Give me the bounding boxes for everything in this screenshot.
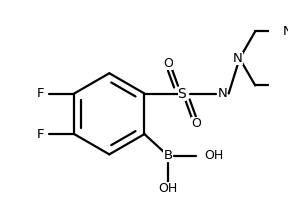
Text: B: B <box>163 149 173 162</box>
Text: O: O <box>163 57 173 70</box>
Text: N: N <box>233 52 243 65</box>
Text: OH: OH <box>158 182 177 195</box>
Text: F: F <box>36 128 44 141</box>
Text: O: O <box>191 117 201 130</box>
Text: F: F <box>36 87 44 100</box>
Text: OH: OH <box>204 149 224 162</box>
Text: S: S <box>177 86 186 100</box>
Text: N: N <box>282 25 288 38</box>
Text: N: N <box>217 87 227 100</box>
